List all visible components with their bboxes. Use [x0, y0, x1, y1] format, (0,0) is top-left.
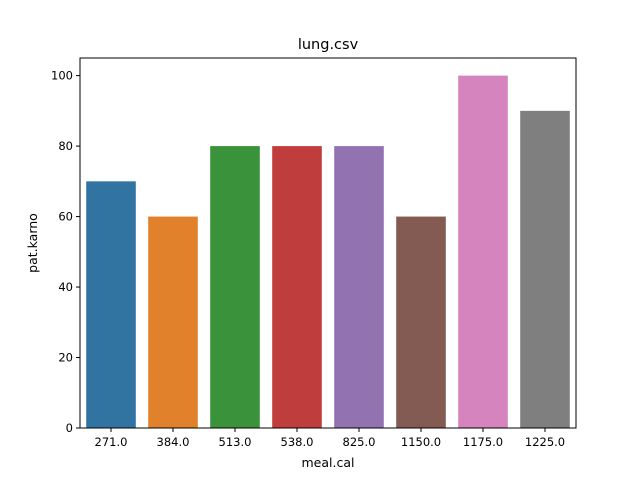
x-tick-label: 1225.0 [525, 435, 565, 449]
x-tick-label: 271.0 [95, 435, 128, 449]
bar-1150.0 [396, 216, 446, 428]
x-tick-label: 825.0 [343, 435, 376, 449]
x-tick-label: 384.0 [157, 435, 190, 449]
y-tick-label: 80 [58, 139, 73, 153]
x-tick-label: 1175.0 [463, 435, 503, 449]
y-axis-ticks: 0 20 40 60 80 100 [51, 69, 80, 435]
y-tick-label: 0 [66, 421, 73, 435]
bar-513.0 [210, 146, 260, 428]
y-tick-label: 60 [58, 210, 73, 224]
x-tick-label: 1150.0 [401, 435, 441, 449]
bar-1225.0 [520, 110, 570, 428]
bar-1175.0 [458, 75, 508, 428]
x-tick-label: 513.0 [219, 435, 252, 449]
x-axis-ticks: 271.0 384.0 513.0 538.0 825.0 1150.0 1175.0 122… [95, 428, 565, 449]
bar-538.0 [272, 146, 322, 428]
bars-group [86, 75, 570, 428]
bar-271.0 [86, 181, 136, 428]
x-axis-label: meal.cal [302, 455, 355, 470]
plot-frame [79, 57, 577, 429]
x-tick-label: 538.0 [281, 435, 314, 449]
y-axis-label: pat.karno [25, 213, 40, 273]
bar-384.0 [148, 216, 198, 428]
y-tick-label: 100 [51, 69, 73, 83]
chart-title: lung.csv [298, 37, 359, 53]
y-tick-label: 40 [58, 280, 73, 294]
y-tick-label: 20 [58, 351, 73, 365]
bar-825.0 [334, 146, 384, 428]
